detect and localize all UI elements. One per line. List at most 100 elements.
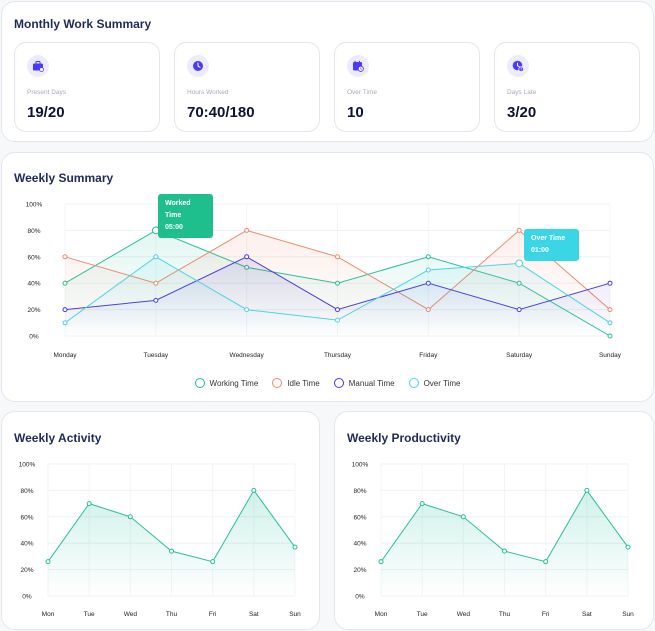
x-tick-label: Thursday xyxy=(324,352,352,359)
legend-item-over-time[interactable]: Over Time xyxy=(408,378,460,388)
legend-marker xyxy=(333,378,344,388)
over-time-point xyxy=(244,307,250,313)
tooltip-value: 05:00 xyxy=(165,224,183,231)
weekly-productivity-chart: 100% 80% 60% 40% 20% 0% Mon Tue Wed Thu Fri Sat Sun xyxy=(352,462,634,619)
y-tick-label: 20% xyxy=(353,567,366,574)
legend-marker xyxy=(272,378,283,388)
series-point xyxy=(419,501,425,507)
manual-time-point xyxy=(62,307,68,313)
series-point xyxy=(45,559,51,565)
x-tick-label: Tue xyxy=(417,611,428,618)
series-point xyxy=(127,514,133,520)
y-tick-label: 40% xyxy=(20,541,33,548)
y-tick-label: 20% xyxy=(27,307,40,314)
over-time-point xyxy=(335,317,340,323)
series-area xyxy=(381,490,628,596)
stat-value: 3/20 xyxy=(507,104,537,121)
stat-present-days: Present Days 19/20 xyxy=(14,42,160,132)
x-tick-label: Saturday xyxy=(506,352,533,359)
stat-days-late: Days Late 3/20 xyxy=(494,42,640,132)
legend-item-manual-time[interactable]: Manual Time xyxy=(333,378,395,388)
y-tick-label: 80% xyxy=(27,228,40,235)
stat-value: 10 xyxy=(347,104,364,121)
x-tick-label: Wednesday xyxy=(230,352,265,359)
legend-item-idle-time[interactable]: Idle Time xyxy=(272,378,320,388)
clock-icon xyxy=(187,55,209,77)
x-tick-label: Sun xyxy=(622,611,634,618)
stat-label: Over Time xyxy=(347,89,377,96)
alert-clock-icon xyxy=(507,55,529,77)
y-tick-label: 100% xyxy=(352,462,369,469)
idle-time-point xyxy=(244,227,250,233)
y-tick-label: 80% xyxy=(353,488,366,495)
x-tick-label: Sat xyxy=(249,611,259,618)
calendar-clock-icon xyxy=(347,55,369,77)
weekly-productivity-card: Weekly Productivity 100% 80% 60% 40% 20% 0% Mo… xyxy=(334,411,654,630)
y-tick-label: 60% xyxy=(20,514,33,521)
y-tick-label: 0% xyxy=(22,594,32,601)
legend-marker xyxy=(408,378,419,388)
working-time-point xyxy=(425,254,431,260)
series-point xyxy=(378,559,384,565)
x-tick-label: Sun xyxy=(289,611,301,618)
over-time-area xyxy=(65,256,610,336)
weekly-summary-legend: Working Time Idle Time Manual Time Over … xyxy=(0,378,655,388)
y-tick-label: 40% xyxy=(353,541,366,548)
monthly-summary-title: Monthly Work Summary xyxy=(14,17,152,31)
y-tick-label: 0% xyxy=(355,594,365,601)
over-time-point xyxy=(153,254,159,260)
series-point xyxy=(292,544,298,550)
x-tick-label: Friday xyxy=(419,352,438,359)
y-tick-label: 100% xyxy=(26,202,43,209)
series-point xyxy=(625,544,631,550)
idle-time-point xyxy=(62,254,68,260)
x-tick-label: Sat xyxy=(582,611,592,618)
x-tick-label: Tuesday xyxy=(143,352,168,359)
series-point xyxy=(460,514,466,520)
x-tick-label: Mon xyxy=(375,611,388,618)
series-point xyxy=(169,548,174,554)
weekly-summary-title: Weekly Summary xyxy=(14,171,114,185)
y-tick-label: 100% xyxy=(19,462,36,469)
idle-time-point xyxy=(516,227,522,233)
monthly-summary-card: Monthly Work Summary Present Days 19/20 … xyxy=(1,1,654,142)
legend-label: Idle Time xyxy=(287,378,320,388)
manual-time-point xyxy=(607,280,613,286)
series-point xyxy=(502,548,507,554)
manual-time-point xyxy=(244,254,250,260)
tooltip-worked-time: Worked Time 05:00 xyxy=(158,194,213,238)
tooltip-title: Over Time xyxy=(531,235,566,242)
x-tick-label: Thu xyxy=(166,611,178,618)
weekly-productivity-title: Weekly Productivity xyxy=(347,431,461,445)
y-tick-label: 80% xyxy=(20,488,33,495)
idle-time-point xyxy=(335,254,340,260)
over-time-point xyxy=(607,320,613,326)
weekly-activity-title: Weekly Activity xyxy=(14,431,102,445)
over-time-point xyxy=(62,320,68,326)
x-tick-label: Sunday xyxy=(599,352,622,359)
over-time-point xyxy=(425,267,431,273)
series-point xyxy=(251,487,257,493)
legend-label: Manual Time xyxy=(348,378,395,388)
weekly-activity-chart: 100% 80% 60% 40% 20% 0% Mon Tue Wed Thu Fri Sat Sun xyxy=(19,462,301,619)
series-point xyxy=(543,559,549,565)
x-tick-label: Mon xyxy=(42,611,55,618)
stat-label: Hours Worked xyxy=(187,89,229,96)
series-point xyxy=(584,487,590,493)
x-tick-label: Wed xyxy=(124,611,138,618)
x-tick-label: Fri xyxy=(209,611,217,618)
tooltip-over-time: Over Time 01:00 xyxy=(524,229,579,261)
series-point xyxy=(210,559,216,565)
stat-value: 19/20 xyxy=(27,104,65,121)
y-tick-label: 60% xyxy=(27,254,40,261)
over-time-point xyxy=(515,259,524,268)
y-tick-label: 20% xyxy=(20,567,33,574)
legend-item-working-time[interactable]: Working Time xyxy=(194,378,258,388)
weekly-activity-card: Weekly Activity 100% 80% 60% 40% 20% 0% Mon Tue… xyxy=(1,411,320,630)
briefcase-icon xyxy=(27,55,49,77)
series-area xyxy=(48,490,295,596)
y-tick-label: 60% xyxy=(353,514,366,521)
x-tick-label: Monday xyxy=(53,352,77,359)
manual-time-point xyxy=(335,307,340,313)
tooltip-value: 01:00 xyxy=(531,247,549,254)
